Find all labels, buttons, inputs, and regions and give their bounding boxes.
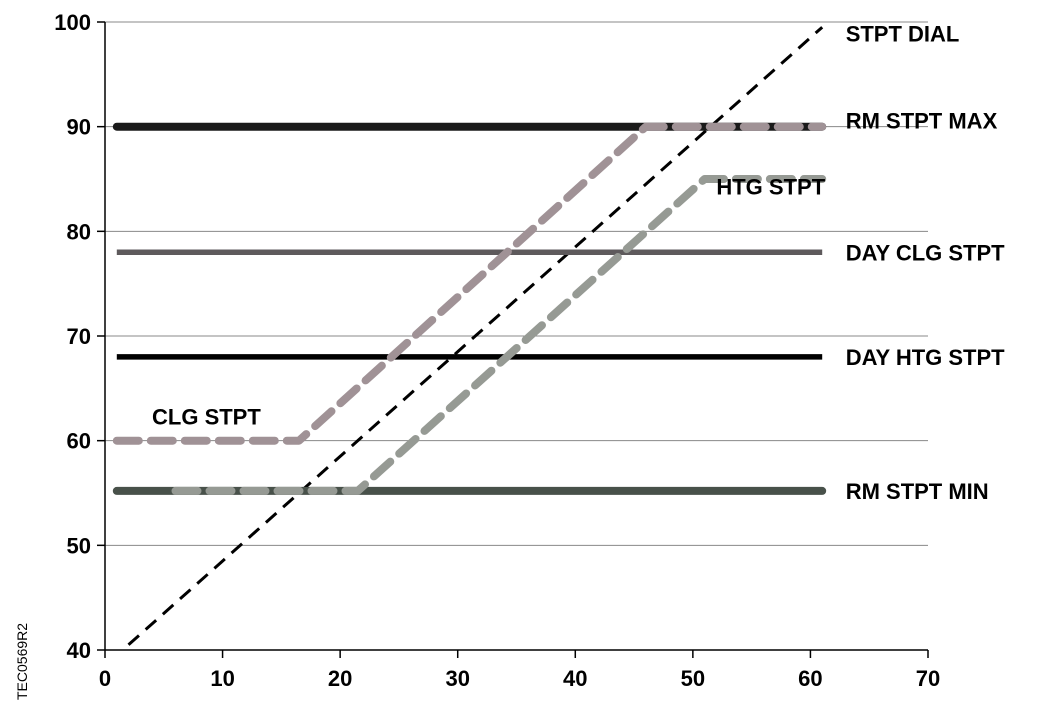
x-tick-label-60: 60	[798, 666, 822, 691]
x-tick-label-50: 50	[681, 666, 705, 691]
axes	[97, 21, 929, 658]
y-tick-label-50: 50	[67, 533, 91, 558]
y-tick-label-70: 70	[67, 324, 91, 349]
x-tick-label-20: 20	[328, 666, 352, 691]
series-stpt-dial	[127, 26, 824, 646]
y-tick-label-90: 90	[67, 115, 91, 140]
label-clg-stpt: CLG STPT	[152, 405, 261, 430]
x-tick-label-30: 30	[445, 666, 469, 691]
x-tick-label-10: 10	[210, 666, 234, 691]
series-htg-stpt	[171, 175, 827, 495]
document-code: TEC0569R2	[14, 623, 30, 700]
label-day-htg-stpt: DAY HTG STPT	[846, 345, 1005, 370]
label-rm-stpt-max: RM STPT MAX	[846, 108, 998, 133]
label-htg-stpt: HTG STPT	[716, 174, 825, 199]
series-clg-stpt	[112, 122, 827, 445]
x-tick-label-70: 70	[916, 666, 940, 691]
label-day-clg-stpt: DAY CLG STPT	[846, 240, 1005, 265]
label-rm-stpt-min: RM STPT MIN	[846, 479, 989, 504]
series-labels: STPT DIAL RM STPT MAX HTG STPT DAY CLG STPT…	[152, 22, 1005, 504]
grid-lines	[105, 21, 928, 546]
y-tick-label-60: 60	[67, 429, 91, 454]
tick-labels: 40 50 60 70 80 90 100 0 10 20 30 40 50 60 70	[54, 10, 940, 691]
series-lines	[112, 26, 827, 646]
y-tick-label-80: 80	[67, 219, 91, 244]
y-tick-label-100: 100	[54, 10, 91, 35]
x-tick-label-0: 0	[99, 666, 111, 691]
x-tick-label-40: 40	[563, 666, 587, 691]
y-tick-label-40: 40	[67, 638, 91, 663]
label-stpt-dial: STPT DIAL	[846, 22, 960, 47]
